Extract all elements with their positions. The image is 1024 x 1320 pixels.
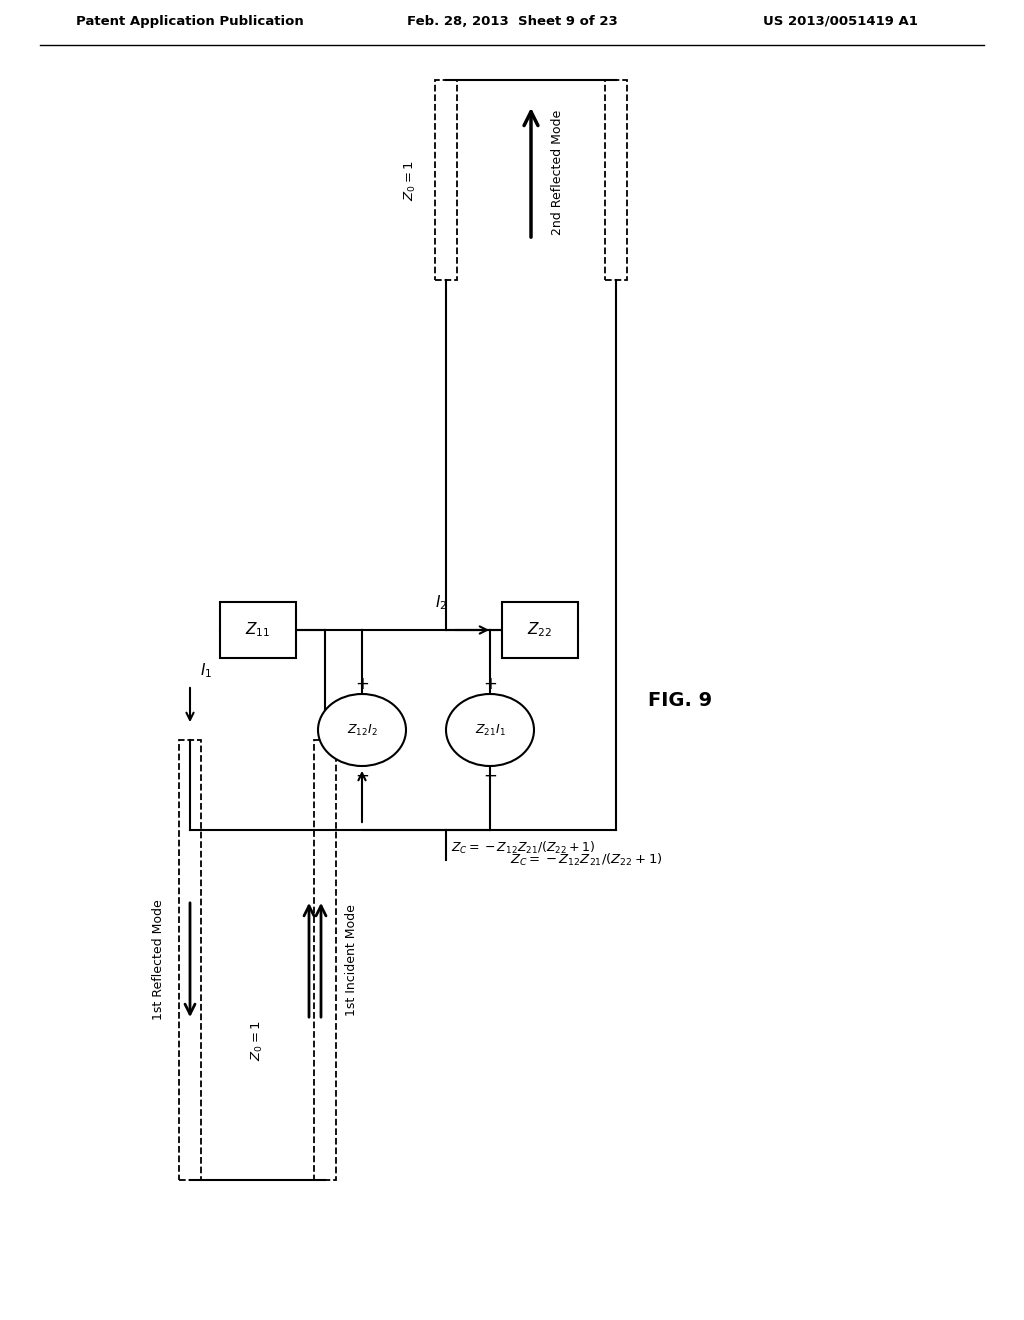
Text: $Z_{22}$: $Z_{22}$ xyxy=(527,620,553,639)
Bar xyxy=(605,81,627,280)
Ellipse shape xyxy=(446,694,534,766)
Bar xyxy=(502,602,578,657)
Text: Patent Application Publication: Patent Application Publication xyxy=(76,15,304,28)
Text: 1st Reflected Mode: 1st Reflected Mode xyxy=(152,900,165,1020)
Bar xyxy=(314,741,336,1180)
Bar xyxy=(435,81,457,280)
Text: 2nd Reflected Mode: 2nd Reflected Mode xyxy=(551,110,564,235)
Text: $Z_{21}I_1$: $Z_{21}I_1$ xyxy=(475,722,506,738)
Text: +: + xyxy=(355,675,369,693)
Text: $Z_0 = 1$: $Z_0 = 1$ xyxy=(402,160,418,201)
Text: Feb. 28, 2013  Sheet 9 of 23: Feb. 28, 2013 Sheet 9 of 23 xyxy=(407,15,617,28)
Text: $Z_{12}I_2$: $Z_{12}I_2$ xyxy=(347,722,377,738)
Text: −: − xyxy=(355,767,369,785)
Text: 1st Incident Mode: 1st Incident Mode xyxy=(345,904,358,1016)
Text: FIG. 9: FIG. 9 xyxy=(648,690,712,710)
Text: −: − xyxy=(483,767,497,785)
Text: $Z_C = -Z_{12}Z_{21}/(Z_{22}+1)$: $Z_C = -Z_{12}Z_{21}/(Z_{22}+1)$ xyxy=(510,851,663,869)
Text: $I_2$: $I_2$ xyxy=(435,593,447,612)
Bar xyxy=(220,602,296,657)
Text: $Z_{11}$: $Z_{11}$ xyxy=(246,620,270,639)
Text: US 2013/0051419 A1: US 2013/0051419 A1 xyxy=(763,15,918,28)
Text: +: + xyxy=(483,675,497,693)
Text: $Z_0 = 1$: $Z_0 = 1$ xyxy=(250,1019,265,1060)
Text: $Z_C = -Z_{12}Z_{21}/(Z_{22}+1)$: $Z_C = -Z_{12}Z_{21}/(Z_{22}+1)$ xyxy=(451,840,595,857)
Bar xyxy=(179,741,201,1180)
Text: $I_1$: $I_1$ xyxy=(200,661,212,680)
Ellipse shape xyxy=(318,694,406,766)
